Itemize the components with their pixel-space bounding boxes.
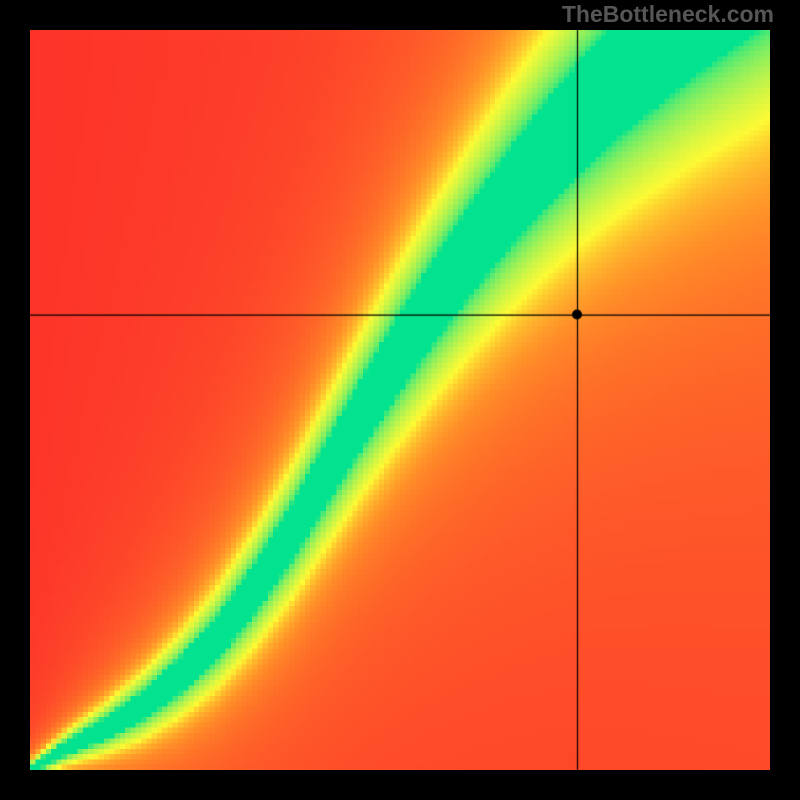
crosshair-overlay [0,0,800,800]
chart-container: TheBottleneck.com [0,0,800,800]
watermark-text: TheBottleneck.com [562,1,774,28]
